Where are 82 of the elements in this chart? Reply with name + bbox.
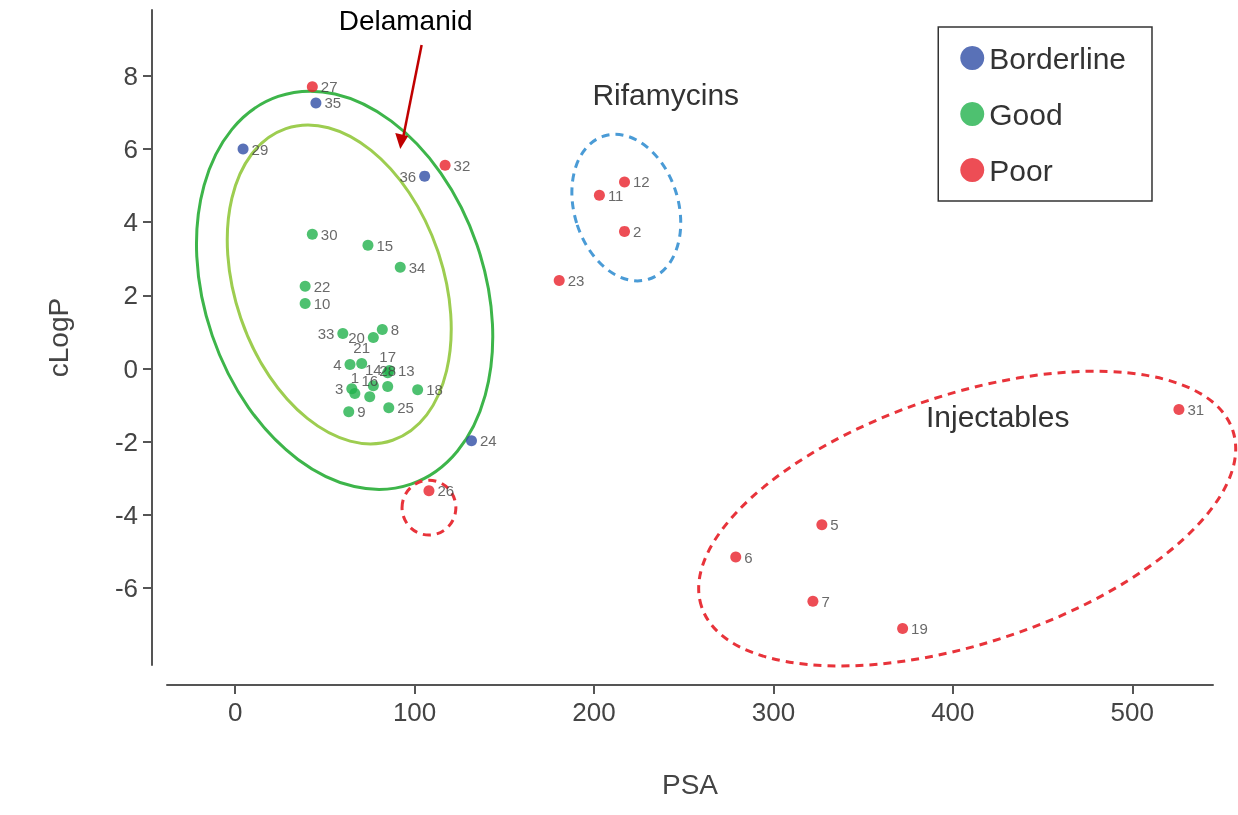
point	[306, 81, 318, 93]
annotation: 36	[399, 167, 417, 185]
point	[362, 239, 374, 251]
point	[394, 261, 406, 273]
annotation: 33	[317, 324, 335, 342]
x-axis-title: PSA	[661, 768, 719, 800]
annotation: 26	[437, 482, 455, 500]
point	[419, 170, 431, 182]
point	[619, 225, 631, 237]
annotation: 10	[313, 294, 331, 312]
point	[367, 332, 379, 343]
point	[383, 402, 395, 414]
point	[807, 595, 819, 607]
annotation: 30	[320, 225, 338, 243]
annotation: 27	[320, 78, 338, 96]
x-tick-label: 100	[392, 697, 437, 727]
annotation: 34	[408, 258, 426, 276]
point	[593, 189, 605, 201]
annotation: 31	[1187, 401, 1205, 419]
point	[364, 391, 376, 403]
annotation: 35	[324, 94, 342, 112]
annotation: 12	[633, 173, 650, 191]
point	[619, 176, 631, 188]
y-tick-label: -2	[114, 426, 138, 457]
annotation: 22	[313, 277, 331, 295]
annotation: 19	[911, 619, 928, 637]
annotation: 11	[607, 186, 624, 204]
point	[730, 551, 742, 563]
y-tick-label: 8	[123, 60, 138, 91]
y-tick-label: 6	[123, 134, 138, 165]
y-tick-label: 2	[123, 280, 138, 311]
x-tick-label: 0	[227, 697, 243, 727]
x-tick-label: 400	[931, 697, 975, 727]
annotation: 8	[390, 320, 400, 338]
annotation: 7	[821, 592, 830, 610]
legend-label: Good	[989, 97, 1063, 131]
annotation: 5	[830, 516, 839, 534]
point	[553, 274, 565, 286]
point	[465, 435, 477, 447]
y-axis-title: cLogP	[42, 297, 74, 378]
point	[382, 381, 394, 393]
point	[310, 97, 322, 109]
x-tick-label: 200	[572, 697, 616, 727]
annotation: 13	[397, 361, 415, 379]
annotation: 15	[376, 236, 394, 254]
point	[423, 485, 435, 497]
point	[439, 159, 451, 171]
annotation: 9	[357, 403, 366, 421]
point	[346, 383, 358, 395]
annotation: 6	[744, 548, 753, 566]
point	[816, 519, 828, 531]
annotation: 24	[479, 432, 497, 450]
annotation: 2	[633, 222, 642, 240]
annotation: 1	[350, 368, 360, 386]
annotation: 23	[567, 271, 585, 289]
y-tick-label: -4	[114, 499, 138, 530]
x-tick-label: 300	[751, 697, 796, 727]
legend-label: Poor	[989, 153, 1053, 187]
point	[344, 359, 356, 371]
point	[299, 280, 311, 292]
annotation: 25	[397, 399, 414, 417]
point	[356, 357, 368, 369]
point	[299, 297, 311, 309]
annotation: 32	[453, 156, 471, 174]
point	[897, 622, 909, 634]
annotation: 4	[333, 356, 342, 374]
annotation: 3	[334, 380, 344, 398]
point	[1173, 404, 1185, 416]
point	[376, 323, 388, 335]
point	[343, 406, 355, 418]
annotation: Injectables	[925, 399, 1070, 433]
y-tick-label: 4	[123, 207, 138, 238]
legend-label: Borderline	[989, 41, 1127, 75]
x-tick-label: 500	[1110, 697, 1154, 727]
point	[412, 384, 424, 396]
annotation: Rifamycins	[592, 77, 740, 111]
point	[337, 327, 349, 339]
annotation: Delamanid	[338, 5, 473, 37]
y-tick-label: 0	[123, 353, 138, 384]
point	[237, 143, 249, 155]
y-tick-label: -6	[114, 573, 138, 604]
point	[306, 228, 318, 240]
